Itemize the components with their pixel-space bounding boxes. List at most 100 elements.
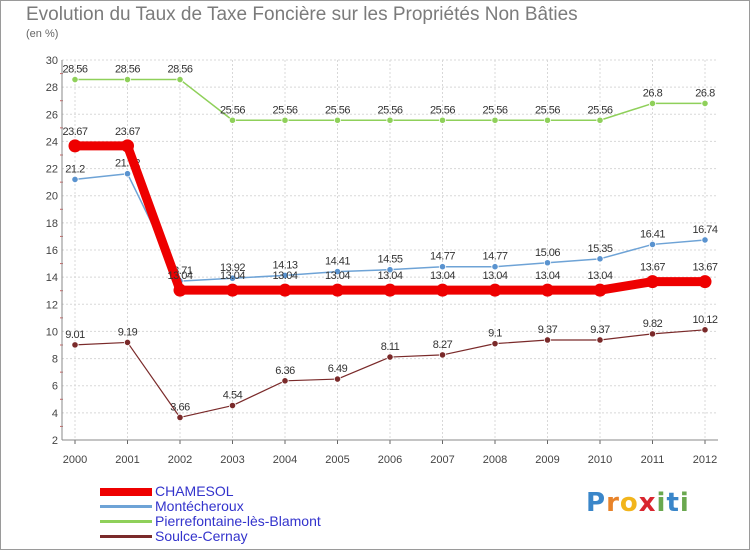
data-point-mont-cheroux	[596, 255, 604, 263]
data-point-chamesol	[541, 283, 554, 297]
data-point-chamesol	[226, 283, 239, 297]
data-label-mont-cheroux: 15.06	[535, 247, 560, 259]
data-label-mont-cheroux: 21.2	[65, 163, 85, 175]
data-label-mont-cheroux: 16.74	[692, 224, 717, 236]
data-label-chamesol: 13.04	[430, 270, 455, 282]
y-tick-label: 30	[46, 55, 58, 67]
y-tick-label: 8	[52, 354, 58, 366]
data-label-pierrefontaine-l-s-blamont: 26.8	[695, 87, 715, 99]
data-label-mont-cheroux: 13.92	[220, 262, 245, 274]
data-point-pierrefontaine-l-s-blamont	[386, 116, 394, 124]
legend-swatch	[100, 520, 152, 523]
data-point-soulce-cernay	[438, 351, 447, 359]
data-point-mont-cheroux	[386, 266, 394, 274]
chart-title: Evolution du Taux de Taxe Foncière sur l…	[26, 4, 578, 25]
data-label-chamesol: 23.67	[62, 126, 87, 138]
y-tick-label: 4	[52, 408, 58, 420]
data-label-mont-cheroux: 14.55	[377, 254, 402, 266]
data-label-soulce-cernay: 4.54	[223, 390, 243, 402]
data-point-chamesol	[698, 275, 712, 289]
data-label-pierrefontaine-l-s-blamont: 25.56	[325, 104, 350, 116]
x-tick-label: 2011	[641, 454, 665, 466]
data-point-soulce-cernay	[333, 375, 342, 383]
y-tick-label: 22	[46, 164, 58, 176]
data-point-chamesol	[646, 275, 659, 289]
data-label-chamesol: 13.04	[535, 270, 560, 282]
data-label-chamesol: 13.04	[167, 270, 192, 282]
data-label-chamesol: 13.04	[325, 270, 350, 282]
data-point-chamesol	[436, 283, 449, 297]
data-label-mont-cheroux: 14.77	[430, 251, 455, 263]
x-tick-label: 2010	[588, 454, 612, 466]
x-tick-label: 2001	[115, 454, 139, 466]
y-tick-label: 26	[46, 109, 58, 121]
legend-label: CHAMESOL	[155, 483, 234, 499]
data-point-mont-cheroux	[543, 259, 552, 267]
x-tick-label: 2000	[63, 454, 87, 466]
data-point-pierrefontaine-l-s-blamont	[491, 116, 499, 124]
data-point-mont-cheroux	[228, 274, 237, 282]
y-tick-label: 6	[52, 381, 58, 393]
y-tick-label: 12	[46, 299, 58, 311]
data-label-chamesol: 13.04	[587, 270, 612, 282]
data-point-pierrefontaine-l-s-blamont	[701, 99, 709, 108]
x-tick-label: 2003	[220, 454, 244, 466]
data-label-mont-cheroux: 16.41	[640, 228, 665, 240]
data-point-mont-cheroux	[438, 263, 447, 271]
data-point-mont-cheroux	[648, 240, 657, 249]
data-label-pierrefontaine-l-s-blamont: 25.56	[587, 104, 612, 116]
y-tick-label: 10	[46, 326, 58, 338]
data-point-chamesol	[383, 283, 397, 297]
data-label-soulce-cernay: 9.1	[488, 328, 502, 340]
y-tick-label: 24	[46, 136, 58, 148]
data-point-pierrefontaine-l-s-blamont	[71, 75, 79, 84]
data-label-soulce-cernay: 6.49	[328, 363, 348, 375]
data-point-pierrefontaine-l-s-blamont	[438, 116, 447, 124]
y-tick-label: 18	[46, 218, 58, 230]
data-point-soulce-cernay	[281, 377, 289, 385]
data-point-chamesol	[278, 283, 292, 297]
data-label-pierrefontaine-l-s-blamont: 28.56	[115, 64, 140, 76]
data-point-soulce-cernay	[176, 413, 184, 422]
x-tick-label: 2007	[430, 454, 454, 466]
data-label-chamesol: 13.04	[220, 270, 245, 282]
y-tick-label: 16	[46, 245, 58, 257]
data-label-mont-cheroux: 15.35	[587, 243, 612, 255]
y-tick-label: 20	[46, 191, 58, 203]
data-label-pierrefontaine-l-s-blamont: 28.56	[62, 64, 87, 76]
x-tick-label: 2012	[693, 454, 717, 466]
legend-label: Pierrefontaine-lès-Blamont	[155, 513, 321, 529]
data-point-pierrefontaine-l-s-blamont	[228, 116, 237, 124]
data-point-mont-cheroux	[123, 170, 132, 178]
data-label-soulce-cernay: 6.36	[275, 365, 295, 377]
data-label-soulce-cernay: 9.01	[65, 329, 85, 341]
data-point-soulce-cernay	[491, 340, 499, 348]
y-tick-label: 2	[52, 435, 58, 447]
data-point-soulce-cernay	[701, 326, 709, 334]
data-label-pierrefontaine-l-s-blamont: 26.8	[643, 87, 663, 99]
data-label-pierrefontaine-l-s-blamont: 25.56	[377, 104, 402, 116]
legend-swatch	[100, 488, 152, 496]
data-label-chamesol: 23.67	[115, 126, 140, 138]
legend-label: Soulce-Cernay	[155, 528, 248, 544]
data-label-pierrefontaine-l-s-blamont: 25.56	[430, 104, 455, 116]
data-label-mont-cheroux: 14.41	[325, 256, 350, 268]
data-label-soulce-cernay: 8.27	[433, 339, 453, 351]
data-label-chamesol: 13.04	[482, 270, 507, 282]
data-label-soulce-cernay: 9.82	[643, 318, 663, 330]
y-tick-label: 14	[46, 272, 58, 284]
data-point-soulce-cernay	[543, 336, 552, 344]
data-label-pierrefontaine-l-s-blamont: 25.56	[272, 104, 297, 116]
x-tick-label: 2009	[535, 454, 559, 466]
data-label-pierrefontaine-l-s-blamont: 28.56	[167, 64, 192, 76]
data-point-soulce-cernay	[71, 341, 79, 349]
x-tick-label: 2004	[273, 454, 297, 466]
data-point-chamesol	[68, 139, 82, 153]
data-point-pierrefontaine-l-s-blamont	[333, 116, 342, 124]
data-point-soulce-cernay	[648, 330, 657, 338]
x-tick-label: 2002	[168, 454, 192, 466]
x-tick-label: 2006	[378, 454, 402, 466]
data-point-chamesol	[593, 283, 607, 297]
data-point-mont-cheroux	[281, 271, 289, 279]
data-point-pierrefontaine-l-s-blamont	[281, 116, 289, 124]
